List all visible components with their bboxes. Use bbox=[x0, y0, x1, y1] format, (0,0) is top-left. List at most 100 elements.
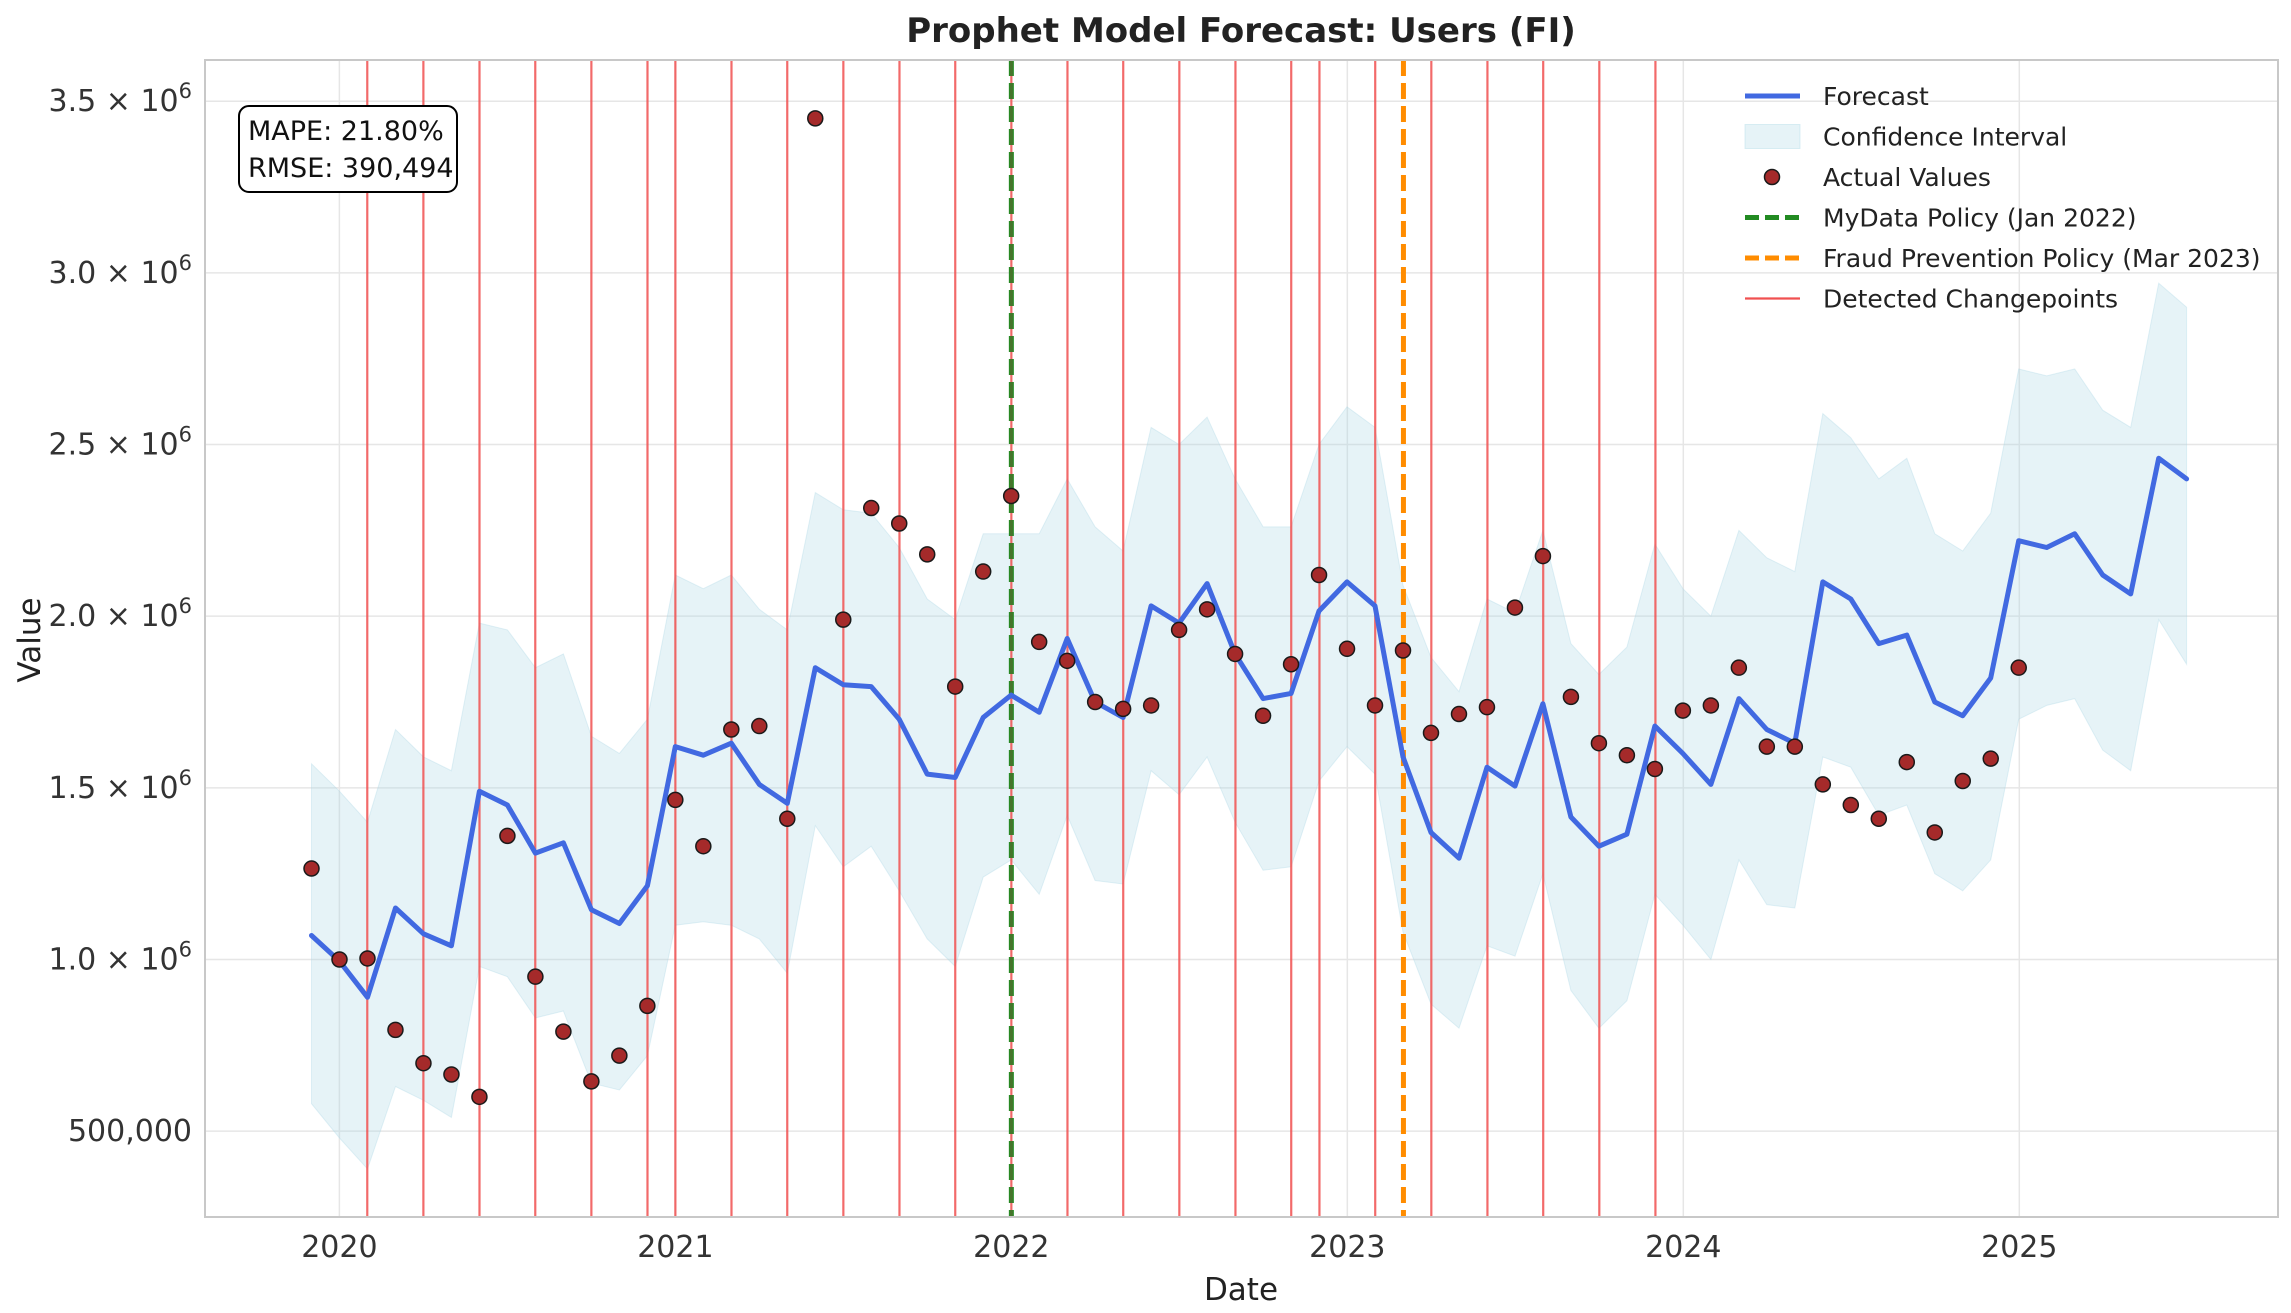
legend-actual-swatch bbox=[1763, 168, 1781, 186]
y-tick-label: 3.0 × 106 bbox=[49, 251, 192, 291]
actual-value-point bbox=[2010, 659, 2027, 676]
actual-value-point bbox=[1562, 688, 1580, 706]
actual-value-point bbox=[667, 791, 684, 809]
y-tick-label: 2.0 × 106 bbox=[49, 594, 192, 634]
actual-value-point bbox=[1926, 824, 1944, 841]
y-tick-base: 2.5 × 10 bbox=[49, 428, 179, 463]
metric-mape: MAPE: 21.80% bbox=[248, 116, 444, 147]
actual-value-point bbox=[1366, 697, 1384, 714]
metrics-box-frame bbox=[238, 105, 458, 193]
actual-value-point bbox=[946, 678, 964, 695]
x-axis-label: Date bbox=[1204, 1272, 1278, 1308]
actual-value-point bbox=[1226, 645, 1244, 663]
y-tick-exponent: 6 bbox=[179, 79, 192, 103]
y-tick-label: 1.5 × 106 bbox=[49, 766, 192, 806]
actual-value-point bbox=[1114, 700, 1132, 718]
actual-value-point bbox=[583, 1073, 600, 1090]
policy-lines bbox=[1008, 60, 1406, 1217]
actual-value-point bbox=[499, 827, 516, 845]
actual-value-point bbox=[471, 1088, 488, 1106]
x-tick-label: 2023 bbox=[1309, 1230, 1385, 1265]
actual-value-point bbox=[779, 810, 796, 827]
actual-value-point bbox=[1674, 702, 1692, 719]
actual-value-point bbox=[1870, 810, 1888, 827]
confidence-interval-area bbox=[311, 282, 2188, 1170]
actual-value-point bbox=[1338, 640, 1356, 658]
y-tick-base: 3.5 × 10 bbox=[49, 84, 179, 119]
actual-value-point bbox=[890, 515, 908, 532]
actual-value-point bbox=[443, 1066, 460, 1083]
actual-value-point bbox=[1786, 738, 1804, 755]
actual-value-point bbox=[1450, 705, 1468, 723]
y-tick-label: 3.5 × 106 bbox=[49, 79, 192, 119]
y-tick-exponent: 6 bbox=[179, 938, 192, 962]
legend-label: Confidence Interval bbox=[1823, 123, 2067, 152]
legend-label: Fraud Prevention Policy (Mar 2023) bbox=[1823, 244, 2261, 273]
y-tick-exponent: 6 bbox=[179, 251, 192, 275]
actual-value-point bbox=[1086, 693, 1104, 711]
legend: Forecast Confidence Interval Actual Values… bbox=[1744, 82, 2261, 314]
actual-value-point bbox=[751, 717, 768, 735]
actual-value-point bbox=[1618, 746, 1636, 764]
actual-value-point bbox=[1534, 547, 1552, 565]
actual-value-point bbox=[1198, 601, 1216, 618]
actual-value-point bbox=[555, 1023, 572, 1040]
chart-title: Prophet Model Forecast: Users (FI) bbox=[906, 11, 1576, 51]
actual-value-point bbox=[1422, 724, 1440, 742]
actual-value-point bbox=[695, 837, 712, 855]
confidence-band bbox=[311, 282, 2188, 1170]
y-axis-label: Value bbox=[12, 597, 48, 682]
actual-value-point bbox=[303, 860, 320, 877]
x-tick-label: 2024 bbox=[1645, 1230, 1721, 1265]
actual-value-point bbox=[1730, 659, 1748, 676]
actual-value-point bbox=[723, 721, 740, 738]
actual-value-point bbox=[1478, 698, 1496, 716]
actual-points bbox=[303, 110, 2027, 1106]
actual-value-point bbox=[1590, 734, 1608, 752]
y-tick-label: 2.5 × 106 bbox=[49, 423, 192, 463]
legend-ci-swatch bbox=[1744, 124, 1801, 149]
actual-value-point bbox=[862, 499, 880, 517]
plot-frame bbox=[204, 59, 2279, 1218]
y-tick-label: 1.0 × 106 bbox=[49, 938, 192, 978]
x-tick-label: 2021 bbox=[637, 1230, 713, 1265]
forecast-series bbox=[309, 455, 2190, 1000]
actual-value-point bbox=[387, 1021, 404, 1039]
actual-value-point bbox=[1170, 621, 1188, 639]
actual-value-point bbox=[974, 563, 992, 580]
actual-value-point bbox=[1842, 796, 1860, 814]
y-tick-base: 3.0 × 10 bbox=[49, 256, 179, 291]
actual-value-point bbox=[1982, 750, 1999, 767]
actual-value-point bbox=[331, 951, 348, 968]
actual-value-point bbox=[1142, 697, 1160, 714]
y-tick-exponent: 6 bbox=[179, 594, 192, 618]
actual-value-point bbox=[807, 110, 824, 127]
y-tick-base: 2.0 × 10 bbox=[49, 599, 179, 634]
x-axis-ticks: 2020 2021 2022 2023 2024 2025 bbox=[301, 1230, 2057, 1265]
actual-value-point bbox=[1506, 599, 1524, 616]
x-tick-label: 2022 bbox=[973, 1230, 1049, 1265]
x-tick-label: 2025 bbox=[1981, 1230, 2057, 1265]
x-tick-label: 2020 bbox=[301, 1230, 377, 1265]
actual-value-point bbox=[1898, 753, 1916, 771]
actual-value-point bbox=[1310, 566, 1328, 584]
y-tick-base: 500,000 bbox=[68, 1114, 192, 1149]
actual-value-point bbox=[527, 968, 544, 985]
actual-value-point bbox=[1254, 707, 1272, 724]
y-tick-exponent: 6 bbox=[179, 766, 192, 790]
legend-label: Detected Changepoints bbox=[1823, 285, 2118, 314]
actual-value-point bbox=[918, 546, 936, 563]
metric-rmse: RMSE: 390,494 bbox=[248, 153, 454, 184]
actual-value-point bbox=[1702, 697, 1720, 714]
legend-label: Forecast bbox=[1823, 82, 1929, 111]
actual-value-point bbox=[415, 1054, 432, 1072]
actual-value-point bbox=[1758, 738, 1776, 755]
actual-value-point bbox=[611, 1047, 628, 1064]
y-tick-base: 1.0 × 10 bbox=[49, 943, 179, 978]
actual-value-point bbox=[1002, 487, 1020, 505]
actual-value-point bbox=[1646, 760, 1664, 778]
actual-value-point bbox=[1814, 776, 1832, 793]
actual-value-point bbox=[1394, 642, 1412, 659]
